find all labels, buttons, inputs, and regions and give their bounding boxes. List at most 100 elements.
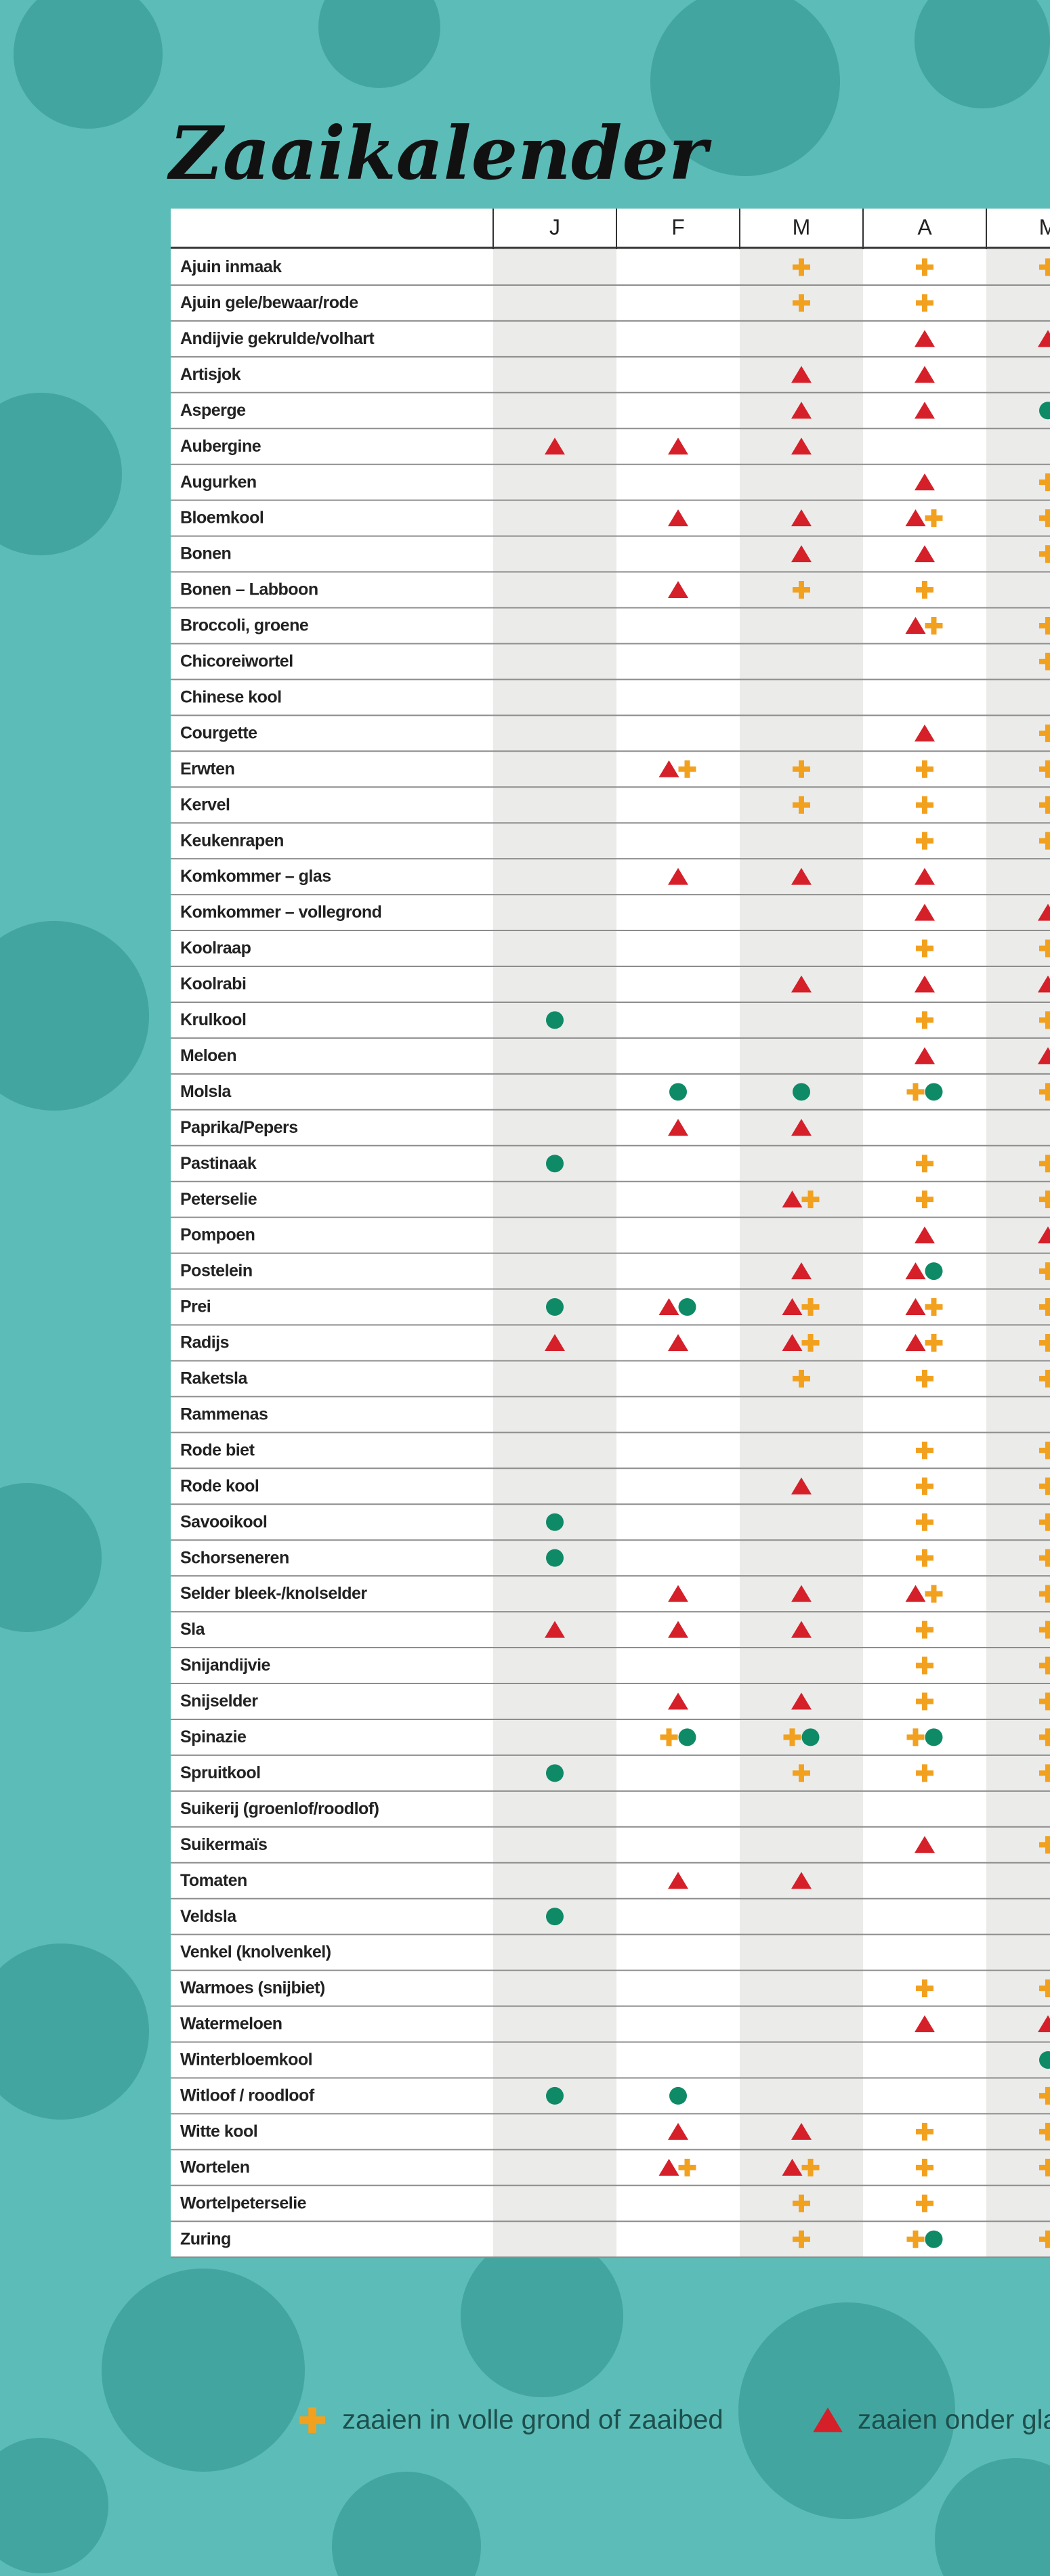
plus-icon [801, 1190, 820, 1209]
row-label: Ajuin gele/bewaar/rode [180, 293, 358, 312]
row-label: Watermeloen [180, 2015, 282, 2034]
circle-icon [669, 2086, 687, 2105]
triangle-icon [668, 2122, 688, 2140]
triangle-icon [782, 1298, 803, 1316]
triangle-icon [915, 1836, 935, 1853]
plus-icon [916, 1477, 933, 1495]
month-header: F [671, 215, 685, 239]
triangle-icon [668, 509, 688, 527]
triangle-icon [791, 545, 812, 563]
triangle-icon [915, 2015, 935, 2033]
plus-icon [1039, 1585, 1050, 1603]
plus-icon [801, 1333, 820, 1352]
row-label: Schorseneren [180, 1548, 289, 1567]
triangle-icon [1038, 2015, 1050, 2033]
row-label: Koolraap [180, 939, 251, 958]
row-label: Komkommer – vollegrond [180, 903, 381, 922]
triangle-icon [658, 2158, 679, 2176]
row-label: Meloen [180, 1046, 236, 1065]
triangle-icon [791, 366, 812, 383]
plus-icon [1039, 1298, 1050, 1316]
circle-icon [678, 1728, 696, 1746]
triangle-icon [905, 616, 926, 634]
row-label: Zuring [180, 2229, 231, 2248]
plus-icon [1039, 2158, 1050, 2176]
circle-icon [793, 1083, 810, 1101]
triangle-icon [791, 509, 812, 527]
row-label: Rode biet [180, 1440, 255, 1459]
plus-icon [1039, 1656, 1050, 1675]
plus-icon [1039, 1083, 1050, 1101]
triangle-icon [791, 1872, 812, 1889]
plus-icon [916, 1979, 933, 1998]
circle-icon [925, 1728, 943, 1746]
plus-icon [1039, 832, 1050, 850]
plus-icon [1039, 1513, 1050, 1531]
circle-icon [925, 1083, 943, 1101]
plus-icon [916, 939, 933, 958]
row-label: Veldsla [180, 1907, 237, 1926]
plus-icon [1039, 652, 1050, 670]
triangle-icon [1038, 975, 1050, 993]
circle-icon [546, 1298, 564, 1316]
circle-icon [546, 1011, 564, 1029]
plus-icon [660, 1728, 678, 1746]
row-label: Winterbloemkool [180, 2051, 312, 2069]
plus-icon [925, 1298, 943, 1316]
row-label: Kervel [180, 795, 230, 814]
legend-label: zaaien in volle grond of zaaibed [342, 2405, 723, 2435]
plus-icon [678, 2158, 696, 2176]
triangle-icon [915, 867, 935, 885]
plus-icon [1039, 1979, 1050, 1998]
plus-icon [1039, 1155, 1050, 1173]
plus-icon [916, 1764, 933, 1782]
row-label: Bonen – Labboon [180, 580, 318, 599]
row-label: Bonen [180, 544, 231, 563]
plus-icon [916, 294, 933, 312]
row-label: Andijvie gekrulde/volhart [180, 329, 375, 348]
triangle-icon [668, 581, 688, 599]
triangle-icon [658, 760, 679, 777]
row-label: Chicoreiwortel [180, 652, 293, 671]
triangle-icon [668, 1119, 688, 1136]
plus-icon [916, 2158, 933, 2176]
plus-icon [916, 1620, 933, 1639]
plus-icon [1039, 1477, 1050, 1495]
plus-icon [793, 796, 810, 814]
row-label: Molsla [180, 1082, 232, 1101]
circle-icon [546, 1513, 564, 1531]
triangle-icon [905, 1585, 926, 1602]
plus-icon [1039, 1369, 1050, 1388]
plus-icon [793, 294, 810, 312]
row-label: Rode kool [180, 1476, 259, 1495]
month-header: J [549, 215, 560, 239]
plus-icon [916, 760, 933, 778]
plus-icon [1039, 1620, 1050, 1639]
plus-icon [793, 2194, 810, 2212]
row-label: Spinazie [180, 1727, 247, 1746]
triangle-icon [545, 1620, 565, 1638]
row-label: Wortelen [180, 2158, 250, 2176]
plus-icon [916, 581, 933, 599]
plus-icon [299, 2407, 325, 2433]
table: J F M A M Ajuin inmaak Ajuin gele/bewaar/rode A… [171, 209, 1050, 2258]
circle-icon [669, 1083, 687, 1101]
triangle-icon [791, 1262, 812, 1280]
triangle-icon [915, 724, 935, 742]
plus-icon [916, 2194, 933, 2212]
row-label: Ajuin inmaak [180, 257, 282, 276]
plus-icon [925, 616, 943, 635]
triangle-icon [915, 402, 935, 419]
triangle-icon [915, 975, 935, 993]
row-label: Erwten [180, 759, 234, 778]
plus-icon [916, 1549, 933, 1567]
plus-icon [1039, 1728, 1050, 1746]
triangle-icon [791, 402, 812, 419]
row-label: Witte kool [180, 2122, 257, 2141]
triangle-icon [905, 1298, 926, 1316]
row-label: Spruitkool [180, 1763, 261, 1782]
plus-icon [916, 1656, 933, 1675]
row-label: Pompoen [180, 1226, 255, 1245]
plus-icon [916, 1692, 933, 1711]
plus-icon [906, 1083, 925, 1101]
